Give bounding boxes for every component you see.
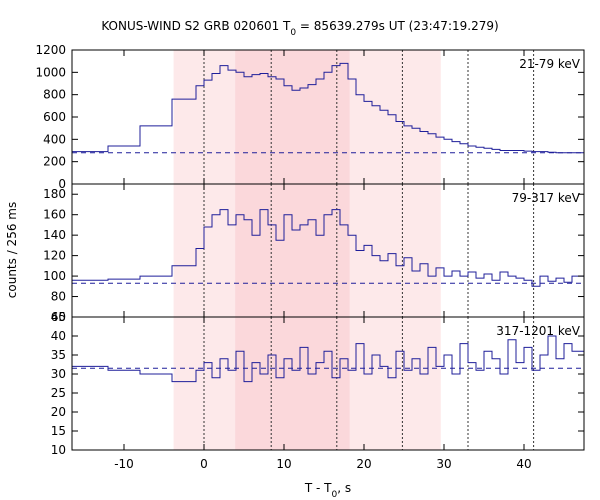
y-tick-label-2-4: 30 xyxy=(51,367,66,381)
shaded-intervals xyxy=(173,50,441,450)
x-tick-label-0: -10 xyxy=(114,457,134,471)
y-tick-label-2-3: 25 xyxy=(51,386,66,400)
x-axis-title-subscript: 0 xyxy=(332,490,338,500)
x-axis-title: T - T0, s xyxy=(304,481,351,500)
y-tick-label-0-6: 1200 xyxy=(35,43,66,57)
panel-label-0: 21-79 keV xyxy=(519,57,581,71)
y-tick-label-1-4: 140 xyxy=(43,228,66,242)
series-line-1 xyxy=(72,209,584,287)
panel-label-1: 79-317 keV xyxy=(512,191,581,205)
panel-label-2: 317-1201 keV xyxy=(496,324,580,338)
y-tick-label-0-4: 800 xyxy=(43,88,66,102)
x-tick-label-5: 40 xyxy=(516,457,531,471)
chart-title-subscript: 0 xyxy=(290,28,296,38)
series-lines xyxy=(72,62,584,383)
y-tick-label-2-1: 15 xyxy=(51,424,66,438)
axis-ticks xyxy=(72,49,584,451)
shaded-interval-1 xyxy=(235,50,350,450)
y-tick-label-2-2: 20 xyxy=(51,405,66,419)
y-tick-label-1-0: 60 xyxy=(51,310,66,324)
y-tick-label-2-5: 35 xyxy=(51,348,66,362)
y-tick-label-0-2: 400 xyxy=(43,132,66,146)
x-tick-label-4: 30 xyxy=(436,457,451,471)
y-tick-label-2-7: 45 xyxy=(51,310,66,324)
y-tick-label-2-0: 10 xyxy=(51,443,66,457)
y-tick-label-2-6: 40 xyxy=(51,329,66,343)
x-tick-label-3: 20 xyxy=(356,457,371,471)
y-tick-label-0-5: 1000 xyxy=(35,65,66,79)
background-levels xyxy=(72,152,584,369)
x-tick-label-1: 0 xyxy=(200,457,208,471)
y-tick-label-1-6: 180 xyxy=(43,187,66,201)
y-axis-title: counts / 256 ms xyxy=(5,202,19,298)
y-tick-label-1-5: 160 xyxy=(43,208,66,222)
series-line-0 xyxy=(72,62,584,154)
series-line-2 xyxy=(72,335,584,383)
y-tick-label-1-2: 100 xyxy=(43,269,66,283)
y-tick-label-0-0: 0 xyxy=(58,177,66,191)
chart-title: KONUS-WIND S2 GRB 020601 T0 = 85639.279s… xyxy=(101,19,498,38)
y-tick-label-0-1: 200 xyxy=(43,155,66,169)
x-tick-label-2: 10 xyxy=(276,457,291,471)
y-tick-label-0-3: 600 xyxy=(43,110,66,124)
panel-frame-2 xyxy=(71,316,585,451)
y-tick-label-1-3: 120 xyxy=(43,249,66,263)
y-tick-label-1-1: 80 xyxy=(51,290,66,304)
